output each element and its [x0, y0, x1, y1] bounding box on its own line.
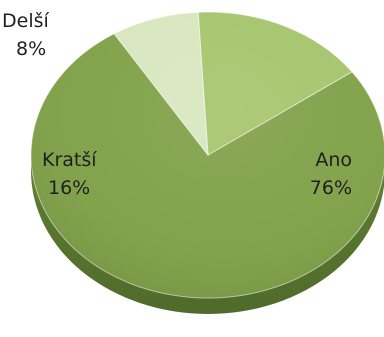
slice-value-ano: 76% — [310, 177, 352, 199]
slice-label-delsi: Delší — [2, 10, 49, 32]
slice-label-kratsi: Kratší — [42, 149, 97, 171]
slice-value-kratsi: 16% — [48, 177, 90, 199]
pie-labels-layer: Ano 76% Kratší 16% Delší 8% — [2, 10, 352, 199]
slice-label-ano: Ano — [315, 149, 352, 171]
slice-value-delsi: 8% — [16, 38, 46, 60]
